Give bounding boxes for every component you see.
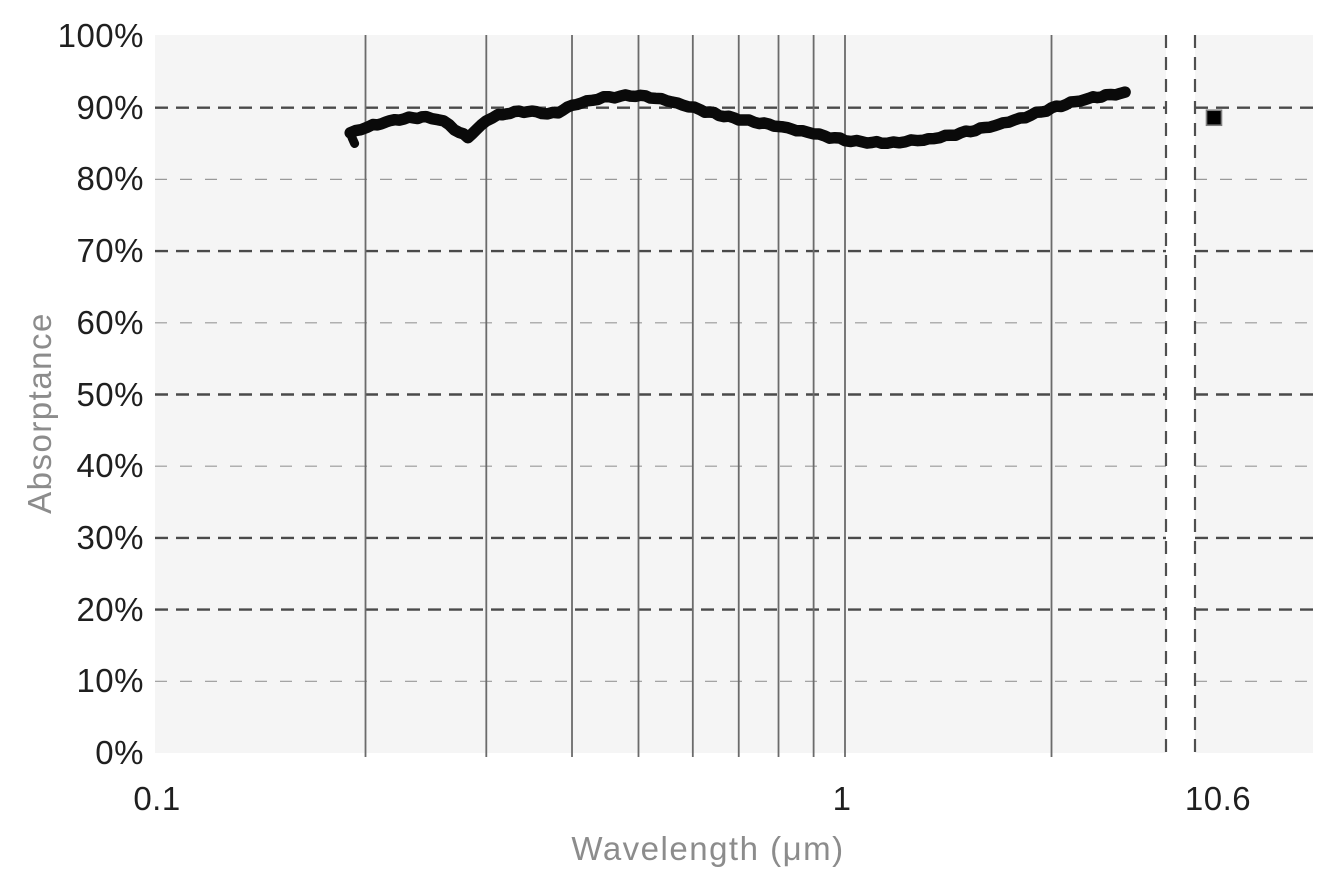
x-tick-label-1: 1 xyxy=(832,780,852,817)
y-tick-label-100: 100% xyxy=(57,17,144,54)
co2-laser-data-point xyxy=(1205,109,1223,127)
y-tick-label-60: 60% xyxy=(76,303,144,341)
plot-panel-right xyxy=(1195,35,1313,753)
y-tick-label-20: 20% xyxy=(76,590,144,628)
y-tick-label-0: 0% xyxy=(95,734,144,771)
y-tick-label-30: 30% xyxy=(76,518,144,556)
y-tick-label-70: 70% xyxy=(76,232,144,270)
y-tick-label-90: 90% xyxy=(76,88,144,126)
curve-start-scatter xyxy=(345,127,360,148)
x-tick-label-0-1: 0.1 xyxy=(133,780,181,817)
y-tick-label-40: 40% xyxy=(76,447,144,485)
absorptance-curve xyxy=(344,86,1131,149)
y-axis-title: Absorptance xyxy=(21,312,58,514)
x-axis-title: Wavelength (μm) xyxy=(571,830,845,867)
x-tick-label-10-6: 10.6 xyxy=(1184,780,1252,817)
y-tick-label-80: 80% xyxy=(76,160,144,198)
y-tick-label-50: 50% xyxy=(76,375,144,413)
y-tick-label-10: 10% xyxy=(76,662,144,700)
